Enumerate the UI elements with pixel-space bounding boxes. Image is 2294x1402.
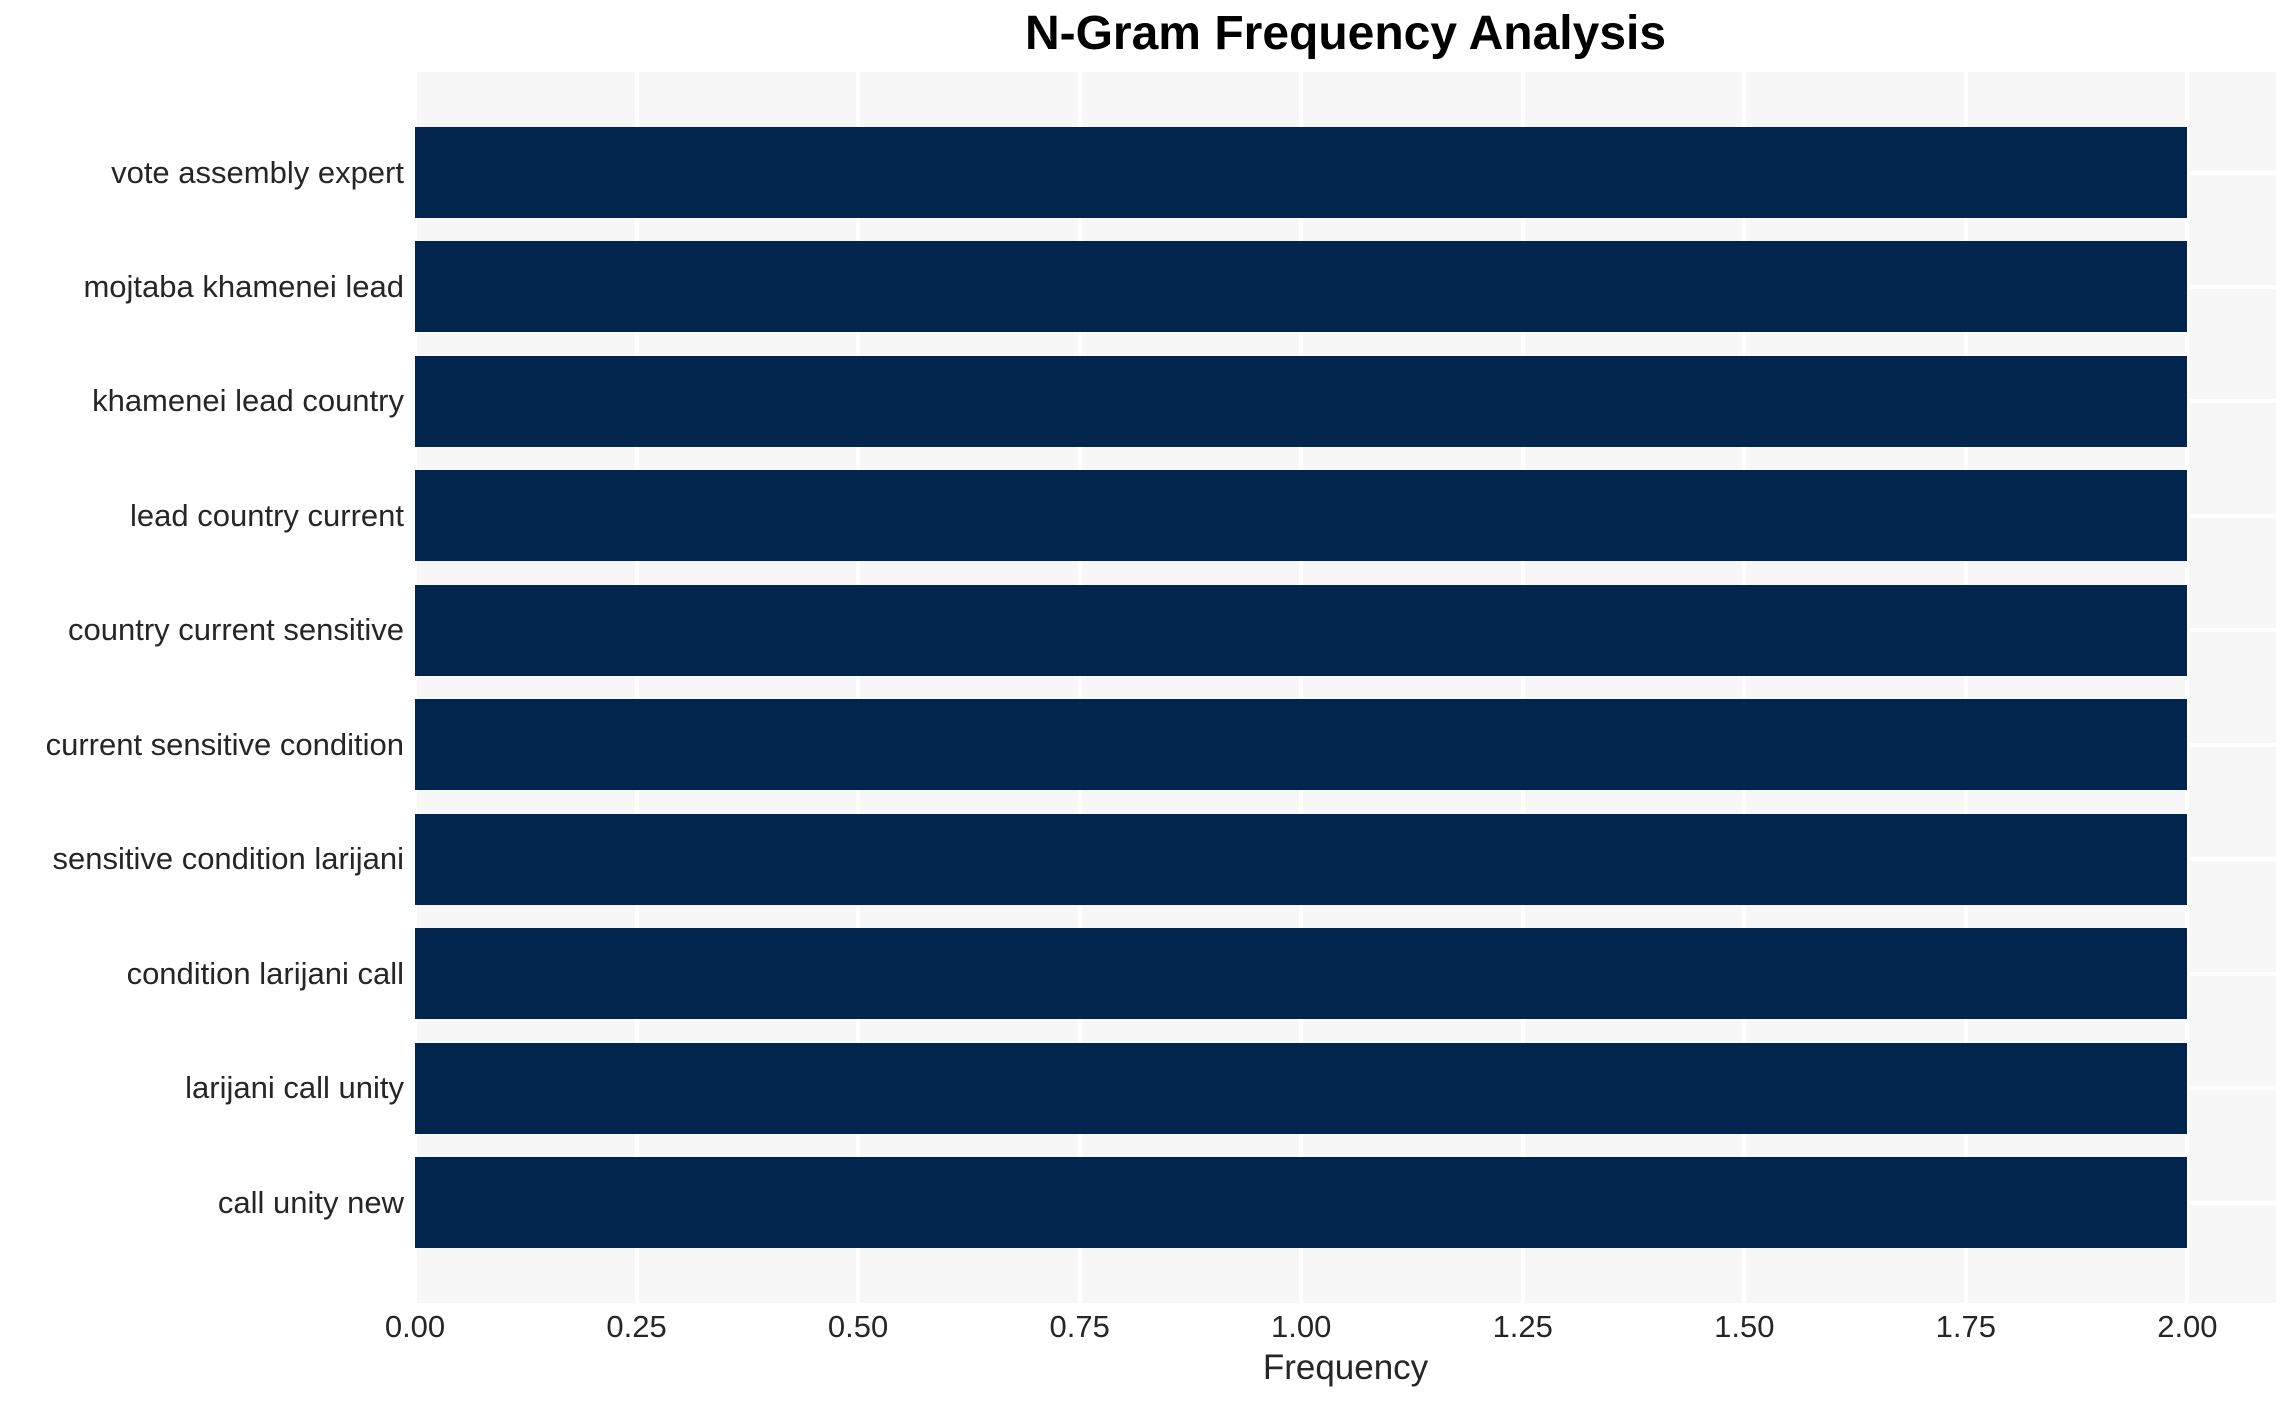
bar-lead-country-current (415, 470, 2188, 562)
x-gridline (1299, 72, 1304, 1303)
plot-area (415, 72, 2276, 1303)
x-tick-label: 1.00 (1271, 1309, 1332, 1344)
y-tick-label: condition larijani call (126, 955, 404, 991)
bar-larijani-call-unity (415, 1042, 2188, 1134)
x-gridline (1077, 72, 1082, 1303)
bar-call-unity-new (415, 1157, 2188, 1248)
y-tick-label: vote assembly expert (111, 154, 404, 190)
bar-vote-assembly-expert (415, 127, 2188, 218)
y-tick-label: sensitive condition larijani (52, 841, 404, 877)
x-tick-label: 1.75 (1935, 1309, 1996, 1344)
bar-current-sensitive-condition (415, 699, 2188, 791)
bar-khamenei-lead-country (415, 355, 2188, 447)
x-gridline (2185, 72, 2190, 1303)
x-tick-label: 2.00 (2157, 1309, 2218, 1344)
y-tick-label: mojtaba khamenei lead (83, 268, 404, 304)
x-gridline (415, 72, 417, 1303)
x-gridline (856, 72, 861, 1303)
x-gridline (1963, 72, 1968, 1303)
y-tick-label: call unity new (217, 1184, 404, 1220)
y-tick-label: khamenei lead country (92, 383, 404, 419)
x-gridline (1520, 72, 1525, 1303)
y-tick-label: lead country current (130, 497, 404, 533)
y-tick-label: country current sensitive (68, 612, 404, 648)
bar-condition-larijani-call (415, 928, 2188, 1020)
bar-mojtaba-khamenei-lead (415, 241, 2188, 333)
x-tick-label: 0.50 (827, 1309, 889, 1344)
x-tick-label: 1.50 (1714, 1309, 1775, 1344)
x-tick-label: 0.00 (384, 1309, 446, 1344)
chart-title: N-Gram Frequency Analysis (1024, 7, 1667, 60)
bar-sensitive-condition-larijani (415, 813, 2188, 905)
x-axis-title: Frequency (1262, 1348, 1429, 1387)
x-tick-label: 0.25 (606, 1309, 667, 1344)
x-tick-label: 0.75 (1049, 1309, 1110, 1344)
x-gridline (634, 72, 639, 1303)
x-gridline (1742, 72, 1747, 1303)
x-tick-label: 1.25 (1492, 1309, 1553, 1344)
y-tick-label: current sensitive condition (45, 726, 404, 762)
y-tick-label: larijani call unity (185, 1070, 404, 1106)
bar-country-current-sensitive (415, 584, 2188, 676)
